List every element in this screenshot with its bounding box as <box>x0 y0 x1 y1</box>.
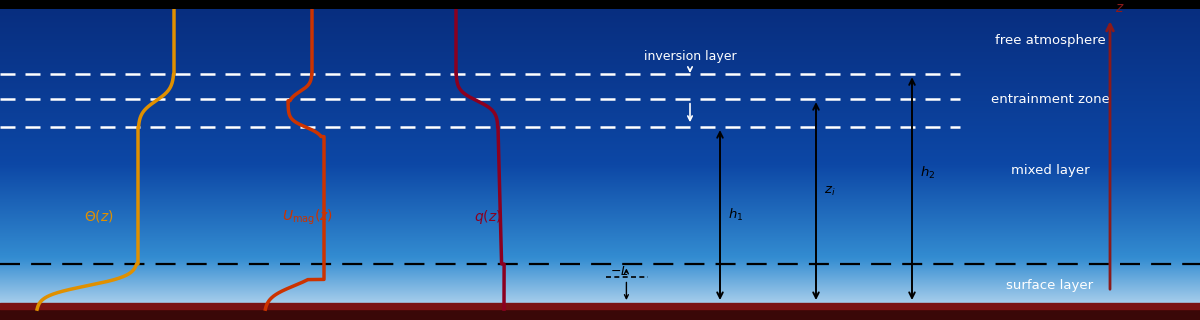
Text: free atmosphere: free atmosphere <box>995 34 1105 47</box>
Text: surface layer: surface layer <box>1007 279 1093 292</box>
Text: $q(z)$: $q(z)$ <box>474 207 502 226</box>
Text: $z_i$: $z_i$ <box>824 185 836 198</box>
Text: $h_1$: $h_1$ <box>728 207 744 223</box>
Text: $h_2$: $h_2$ <box>920 165 936 181</box>
Text: $z$: $z$ <box>1115 1 1124 15</box>
Text: $\Theta(z)$: $\Theta(z)$ <box>84 208 114 224</box>
Text: $-L$: $-L$ <box>610 265 629 278</box>
Text: mixed layer: mixed layer <box>1010 164 1090 177</box>
Text: inversion layer: inversion layer <box>643 51 737 63</box>
Text: entrainment zone: entrainment zone <box>990 93 1110 106</box>
Text: $U_{\mathrm{mag}}(z)$: $U_{\mathrm{mag}}(z)$ <box>282 208 334 227</box>
